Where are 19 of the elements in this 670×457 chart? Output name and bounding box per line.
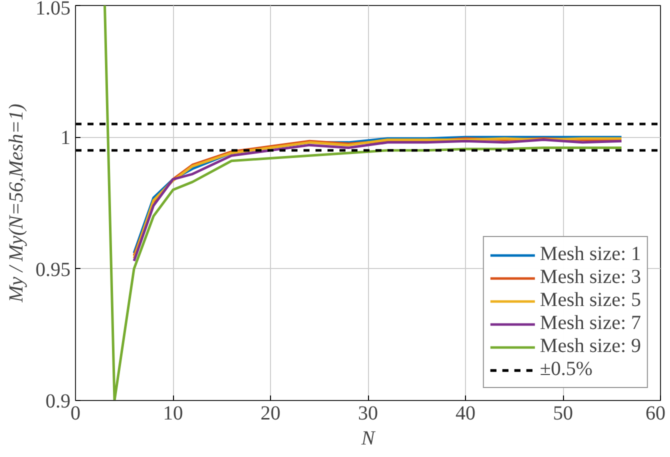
x-tick-label: 20: [260, 402, 280, 424]
x-tick-label: 50: [553, 402, 573, 424]
legend-label: Mesh size: 5: [540, 289, 641, 312]
legend-label: Mesh size: 1: [540, 243, 641, 266]
y-axis-title: My / My(N=56,Mesh=1): [6, 103, 28, 304]
x-tick-label: 30: [358, 402, 378, 424]
legend-label: Mesh size: 7: [540, 312, 641, 335]
y-tick-label: 0.95: [36, 258, 70, 281]
annotation: ±0.5%: [540, 358, 593, 381]
y-tick-label: 1.05: [36, 0, 70, 20]
x-axis-title: N: [360, 428, 376, 450]
y-tick-label: 0.9: [46, 390, 70, 412]
y-tick-label: 1: [60, 127, 70, 150]
legend-label: Mesh size: 3: [540, 266, 641, 289]
x-tick-label: 0: [70, 402, 80, 424]
x-tick-label: 60: [646, 402, 666, 424]
x-tick-label: 10: [163, 402, 183, 424]
legend-label: Mesh size: 9: [540, 335, 641, 358]
x-tick-label: 40: [456, 402, 476, 424]
